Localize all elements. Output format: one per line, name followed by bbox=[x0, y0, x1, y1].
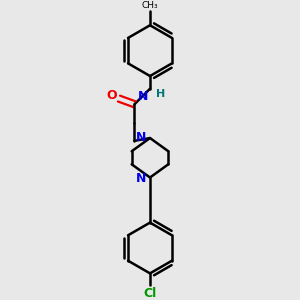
Text: H: H bbox=[156, 89, 166, 99]
Text: N: N bbox=[138, 90, 148, 103]
Text: Cl: Cl bbox=[143, 287, 157, 300]
Text: O: O bbox=[106, 89, 117, 102]
Text: CH₃: CH₃ bbox=[142, 1, 158, 10]
Text: N: N bbox=[136, 172, 146, 184]
Text: N: N bbox=[136, 131, 146, 144]
